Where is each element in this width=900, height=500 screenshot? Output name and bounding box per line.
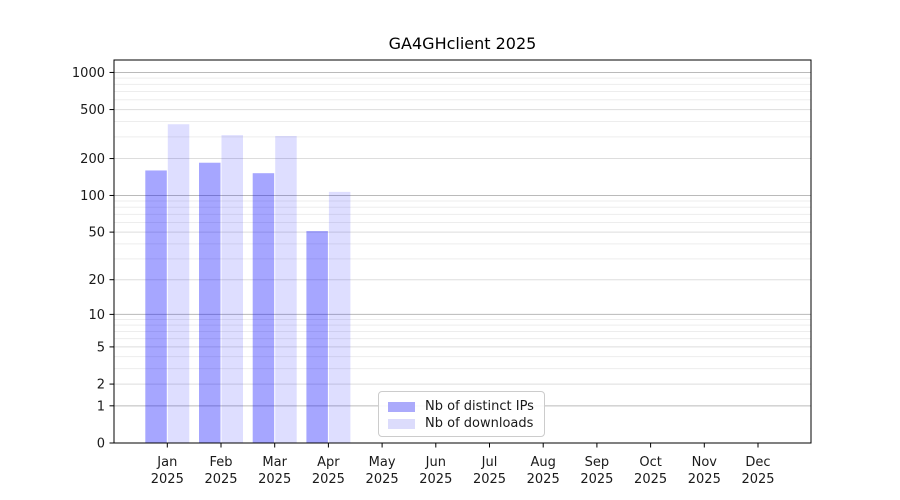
bar-distinct-ips-feb	[199, 162, 221, 443]
y-tick-label: 20	[88, 273, 105, 288]
x-tick-label-year: 2025	[312, 472, 345, 487]
chart-title: GA4GHclient 2025	[388, 34, 537, 53]
y-tick-label: 100	[80, 189, 105, 204]
x-tick-label-month: Aug	[531, 455, 556, 470]
bar-downloads-jan	[167, 124, 190, 443]
x-tick-label-month: Jul	[481, 455, 498, 470]
y-tick-label: 1	[97, 399, 105, 414]
x-tick-label-year: 2025	[473, 472, 506, 487]
y-tick-label: 500	[80, 103, 105, 118]
x-tick-label-year: 2025	[688, 472, 721, 487]
bar-downloads-mar	[275, 136, 297, 443]
y-tick-label: 10	[88, 308, 105, 323]
y-tick-label: 1000	[72, 66, 105, 81]
x-tick-label-month: Oct	[639, 455, 661, 470]
y-tick-label: 50	[88, 226, 105, 241]
x-tick-label-month: Apr	[317, 455, 340, 470]
bar-distinct-ips-jan	[145, 170, 167, 443]
plot-frame	[113, 59, 812, 444]
x-tick-label-month: Feb	[209, 455, 232, 470]
legend-item-distinct-ips: Nb of distinct IPs	[388, 398, 544, 415]
bar-downloads-apr	[328, 191, 351, 443]
x-tick-label-month: Jan	[156, 455, 177, 470]
x-tick-label-month: Nov	[692, 455, 718, 470]
x-tick-label-year: 2025	[366, 472, 399, 487]
x-tick-label-month: May	[369, 455, 396, 470]
x-tick-label-year: 2025	[634, 472, 667, 487]
x-tick-label-year: 2025	[741, 472, 774, 487]
legend: Nb of distinct IPs Nb of downloads	[378, 391, 545, 437]
x-tick-label-month: Jun	[425, 455, 446, 470]
x-tick-label-year: 2025	[204, 472, 237, 487]
bar-downloads-feb	[221, 135, 243, 443]
legend-label-downloads: Nb of downloads	[425, 416, 534, 431]
x-tick-label-month: Dec	[745, 455, 770, 470]
x-tick-label-month: Sep	[585, 455, 610, 470]
x-tick-label-year: 2025	[580, 472, 613, 487]
y-tick-label: 200	[80, 152, 105, 167]
legend-item-downloads: Nb of downloads	[388, 415, 544, 432]
y-tick-label: 2	[97, 378, 105, 393]
bar-distinct-ips-apr	[306, 231, 328, 443]
legend-swatch-distinct-ips	[388, 401, 415, 412]
x-tick-label-month: Mar	[262, 455, 287, 470]
y-tick-label: 5	[97, 340, 105, 355]
legend-swatch-downloads	[388, 418, 415, 429]
x-tick-label-year: 2025	[151, 472, 184, 487]
x-tick-label-year: 2025	[527, 472, 560, 487]
bar-distinct-ips-mar	[252, 173, 275, 443]
x-tick-label-year: 2025	[258, 472, 291, 487]
legend-label-distinct-ips: Nb of distinct IPs	[425, 399, 534, 414]
x-tick-label-year: 2025	[419, 472, 452, 487]
y-tick-label: 0	[97, 437, 105, 452]
